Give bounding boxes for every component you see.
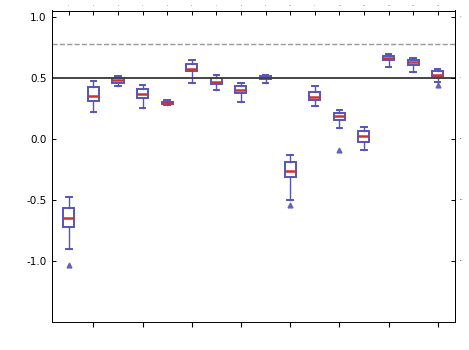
PathPatch shape [211,78,222,84]
PathPatch shape [137,89,148,98]
PathPatch shape [334,112,345,120]
PathPatch shape [63,208,75,227]
PathPatch shape [358,132,370,142]
PathPatch shape [186,64,197,71]
PathPatch shape [432,71,443,77]
PathPatch shape [260,76,271,79]
PathPatch shape [235,86,247,93]
PathPatch shape [383,56,394,60]
PathPatch shape [285,162,295,177]
PathPatch shape [408,60,419,65]
PathPatch shape [162,102,173,104]
PathPatch shape [88,88,99,101]
PathPatch shape [309,92,320,100]
PathPatch shape [113,78,123,83]
